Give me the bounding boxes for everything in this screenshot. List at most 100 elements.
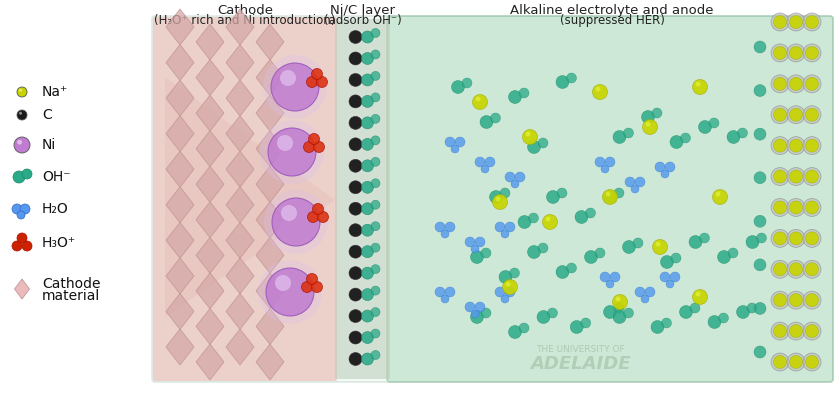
Circle shape — [803, 353, 821, 371]
Circle shape — [727, 131, 740, 143]
Circle shape — [606, 280, 614, 288]
Circle shape — [505, 281, 510, 287]
Circle shape — [790, 46, 802, 60]
Circle shape — [773, 170, 787, 183]
Circle shape — [503, 279, 518, 295]
Circle shape — [312, 204, 323, 214]
Circle shape — [371, 136, 380, 145]
Circle shape — [771, 229, 789, 247]
Circle shape — [268, 128, 316, 176]
Circle shape — [493, 195, 508, 210]
Text: OH⁻: OH⁻ — [42, 170, 71, 184]
Circle shape — [790, 77, 802, 91]
Circle shape — [773, 201, 787, 214]
Circle shape — [349, 202, 362, 215]
Circle shape — [362, 95, 373, 108]
Circle shape — [349, 31, 362, 44]
Circle shape — [699, 121, 711, 133]
FancyBboxPatch shape — [153, 17, 337, 381]
Circle shape — [362, 181, 373, 193]
Polygon shape — [256, 95, 284, 131]
Circle shape — [605, 191, 610, 197]
Circle shape — [754, 215, 766, 227]
Polygon shape — [166, 258, 194, 294]
Circle shape — [575, 210, 588, 224]
Circle shape — [773, 263, 787, 276]
Polygon shape — [196, 95, 224, 131]
Circle shape — [475, 96, 480, 102]
Circle shape — [556, 266, 569, 279]
Polygon shape — [226, 151, 254, 187]
Circle shape — [773, 325, 787, 337]
Circle shape — [625, 177, 635, 187]
Circle shape — [747, 303, 757, 313]
Circle shape — [665, 162, 675, 172]
Polygon shape — [196, 131, 224, 167]
Circle shape — [690, 303, 700, 313]
Circle shape — [771, 13, 789, 31]
Circle shape — [17, 211, 25, 219]
Polygon shape — [256, 202, 284, 238]
Circle shape — [258, 260, 322, 324]
Text: Ni/C layer: Ni/C layer — [331, 4, 396, 17]
Circle shape — [500, 188, 510, 198]
Circle shape — [595, 87, 600, 91]
Circle shape — [803, 322, 821, 340]
Circle shape — [471, 245, 479, 253]
Circle shape — [806, 263, 818, 276]
Circle shape — [260, 120, 324, 184]
Circle shape — [505, 172, 515, 182]
Circle shape — [371, 243, 380, 252]
Circle shape — [465, 302, 475, 312]
Circle shape — [509, 91, 522, 104]
Circle shape — [13, 171, 25, 183]
Circle shape — [670, 135, 683, 148]
Circle shape — [806, 355, 818, 368]
FancyBboxPatch shape — [387, 16, 833, 382]
Circle shape — [272, 198, 320, 246]
Circle shape — [787, 137, 805, 155]
Circle shape — [362, 117, 373, 129]
Circle shape — [19, 112, 22, 115]
Circle shape — [806, 294, 818, 306]
Circle shape — [308, 133, 320, 145]
Circle shape — [301, 281, 312, 293]
Circle shape — [509, 326, 522, 339]
Circle shape — [641, 110, 655, 123]
Polygon shape — [166, 9, 194, 45]
Circle shape — [495, 197, 500, 202]
Circle shape — [718, 313, 728, 323]
Circle shape — [790, 325, 802, 337]
Circle shape — [509, 268, 519, 278]
Circle shape — [362, 267, 373, 279]
Circle shape — [790, 139, 802, 152]
Circle shape — [661, 170, 669, 178]
Circle shape — [773, 77, 787, 91]
Circle shape — [475, 157, 485, 167]
Circle shape — [787, 291, 805, 309]
Circle shape — [505, 222, 515, 232]
Circle shape — [660, 272, 670, 282]
Circle shape — [771, 291, 789, 309]
Circle shape — [471, 310, 479, 318]
Circle shape — [771, 260, 789, 278]
Circle shape — [681, 133, 691, 143]
Circle shape — [546, 191, 559, 204]
Circle shape — [17, 233, 27, 243]
Circle shape — [737, 128, 747, 138]
Circle shape — [362, 224, 373, 236]
Circle shape — [362, 74, 373, 86]
Circle shape — [773, 294, 787, 306]
Circle shape — [641, 295, 649, 303]
Circle shape — [481, 308, 491, 318]
Circle shape — [773, 139, 787, 152]
Circle shape — [12, 241, 22, 251]
Circle shape — [806, 232, 818, 245]
Circle shape — [481, 165, 489, 173]
Circle shape — [317, 212, 328, 222]
Circle shape — [635, 287, 645, 297]
Circle shape — [671, 253, 681, 263]
Circle shape — [581, 318, 590, 328]
Text: C: C — [42, 108, 52, 122]
Circle shape — [371, 179, 380, 188]
